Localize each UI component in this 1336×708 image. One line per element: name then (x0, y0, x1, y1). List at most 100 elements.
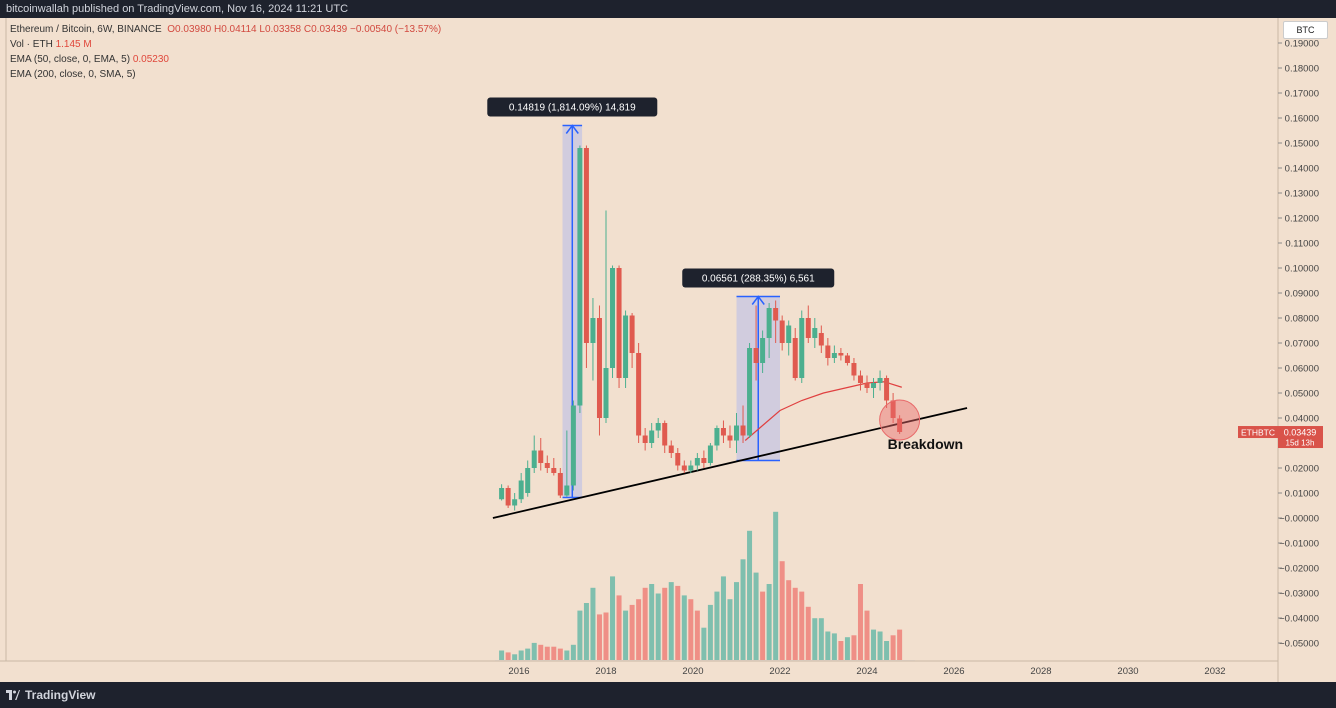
legend-ema50-row[interactable]: EMA (50, close, 0, EMA, 5) 0.05230 (10, 52, 441, 67)
volume-bar (897, 629, 903, 660)
candle-body (636, 353, 642, 436)
candle-body (897, 418, 903, 432)
footer-brand: TradingView (25, 688, 96, 702)
legend-symbol: Ethereum / Bitcoin, 6W, BINANCE (10, 24, 162, 35)
candle-body (877, 378, 883, 383)
volume-bar (747, 530, 753, 660)
volume-bar (890, 635, 896, 660)
volume-bar (642, 587, 648, 660)
candle-body (681, 465, 687, 471)
volume-bar (570, 644, 576, 660)
tradingview-logo[interactable]: TradingView (6, 682, 95, 708)
x-tick-label: 2016 (508, 666, 529, 677)
volume-bar (662, 587, 668, 660)
measure-box-1-label-bg (487, 97, 658, 117)
price-axis-panel (1278, 18, 1336, 682)
candle-body (727, 435, 733, 441)
candle-body (610, 268, 616, 368)
candle-body (707, 445, 713, 463)
volume-bar (734, 582, 739, 660)
measure-box-1-label: 0.14819 (1,814.09%) 14,819 (509, 103, 636, 114)
volume-bar (518, 650, 524, 660)
y-tick-label: 0.19000 (1285, 39, 1319, 50)
legend-vol-label: Vol · ETH (10, 39, 53, 50)
x-tick-label: 2030 (1117, 666, 1138, 677)
candle-body (531, 450, 537, 468)
currency-button[interactable]: BTC (1283, 21, 1328, 39)
y-tick-label: 0.11000 (1285, 239, 1319, 250)
volume-bar (760, 591, 766, 660)
candle-body (662, 423, 668, 446)
publisher-bar: bitcoinwallah published on TradingView.c… (0, 0, 1336, 18)
price-tag-countdown: 15d 13h (1286, 439, 1315, 448)
y-tick-label: 0.18000 (1285, 64, 1319, 75)
volume-bar (818, 618, 824, 660)
candle-body (551, 468, 557, 473)
volume-bar (649, 584, 655, 660)
publisher-text: bitcoinwallah published on TradingView.c… (6, 3, 349, 15)
volume-bar (557, 648, 563, 660)
chart-area[interactable]: 0.19000 0.18000 0.17000 0.16000 0.15000 0.140… (0, 18, 1336, 682)
volume-bar (675, 585, 681, 660)
candle-body (557, 473, 563, 496)
candle-body (544, 463, 550, 468)
y-tick-label: 0.14000 (1285, 164, 1319, 175)
volume-bar (707, 604, 713, 660)
legend-ema200-row[interactable]: EMA (200, close, 0, SMA, 5) (10, 67, 441, 82)
volume-bar (779, 561, 785, 660)
volume-bar (877, 631, 883, 660)
volume-bar (512, 654, 518, 660)
volume-bar (701, 627, 707, 660)
candle-body (831, 353, 837, 358)
volume-bar (864, 610, 870, 660)
candle-body (649, 430, 655, 443)
candle-body (857, 375, 863, 383)
candle-body (694, 458, 700, 466)
y-tick-label: −0.00000 (1279, 514, 1319, 525)
candle-body (714, 428, 720, 446)
volume-bar (590, 587, 596, 660)
volume-bar (681, 595, 687, 660)
y-tick-label: −0.05000 (1279, 639, 1319, 650)
volume-bar (851, 635, 857, 660)
candle-body (740, 425, 746, 436)
legend-symbol-row[interactable]: Ethereum / Bitcoin, 6W, BINANCE O0.03980… (10, 22, 441, 37)
volume-bar (727, 599, 733, 660)
candle-body (629, 315, 635, 353)
volume-bar (636, 599, 642, 660)
candle-body (570, 405, 576, 486)
volume-bar (857, 584, 863, 660)
candle-body (773, 308, 779, 321)
y-tick-label: 0.15000 (1285, 139, 1319, 150)
candle-body (838, 353, 844, 356)
y-tick-label: 0.17000 (1285, 89, 1319, 100)
candlestick-chart[interactable]: 0.19000 0.18000 0.17000 0.16000 0.15000 0.140… (0, 18, 1336, 682)
y-tick-label: −0.03000 (1279, 589, 1319, 600)
volume-bar (668, 582, 674, 660)
candle-body (786, 325, 792, 343)
candle-body (688, 465, 694, 471)
volume-bar (766, 584, 772, 660)
volume-bar (694, 610, 700, 660)
candle-body (812, 328, 818, 338)
candle-body (701, 458, 707, 463)
volume-bar (564, 650, 570, 660)
candle-body (851, 363, 857, 376)
candle-body (623, 315, 629, 378)
volume-bar (720, 576, 726, 660)
candle-body (564, 485, 570, 496)
measure-box-2-arrowhead (751, 295, 765, 305)
candle-body (590, 318, 596, 343)
volume-bar (538, 644, 544, 660)
volume-bar (505, 652, 511, 660)
price-tag-symbol-bg (1238, 426, 1278, 439)
footer-bar: TradingView (0, 682, 1336, 708)
volume-bar (499, 650, 505, 660)
candle-body (884, 378, 890, 401)
candle-body (616, 268, 622, 378)
candle-body (747, 348, 753, 436)
legend-vol-row[interactable]: Vol · ETH 1.145 M (10, 37, 441, 52)
volume-bar (655, 593, 661, 660)
y-tick-label: 0.02000 (1285, 464, 1319, 475)
candle-body (890, 400, 896, 418)
